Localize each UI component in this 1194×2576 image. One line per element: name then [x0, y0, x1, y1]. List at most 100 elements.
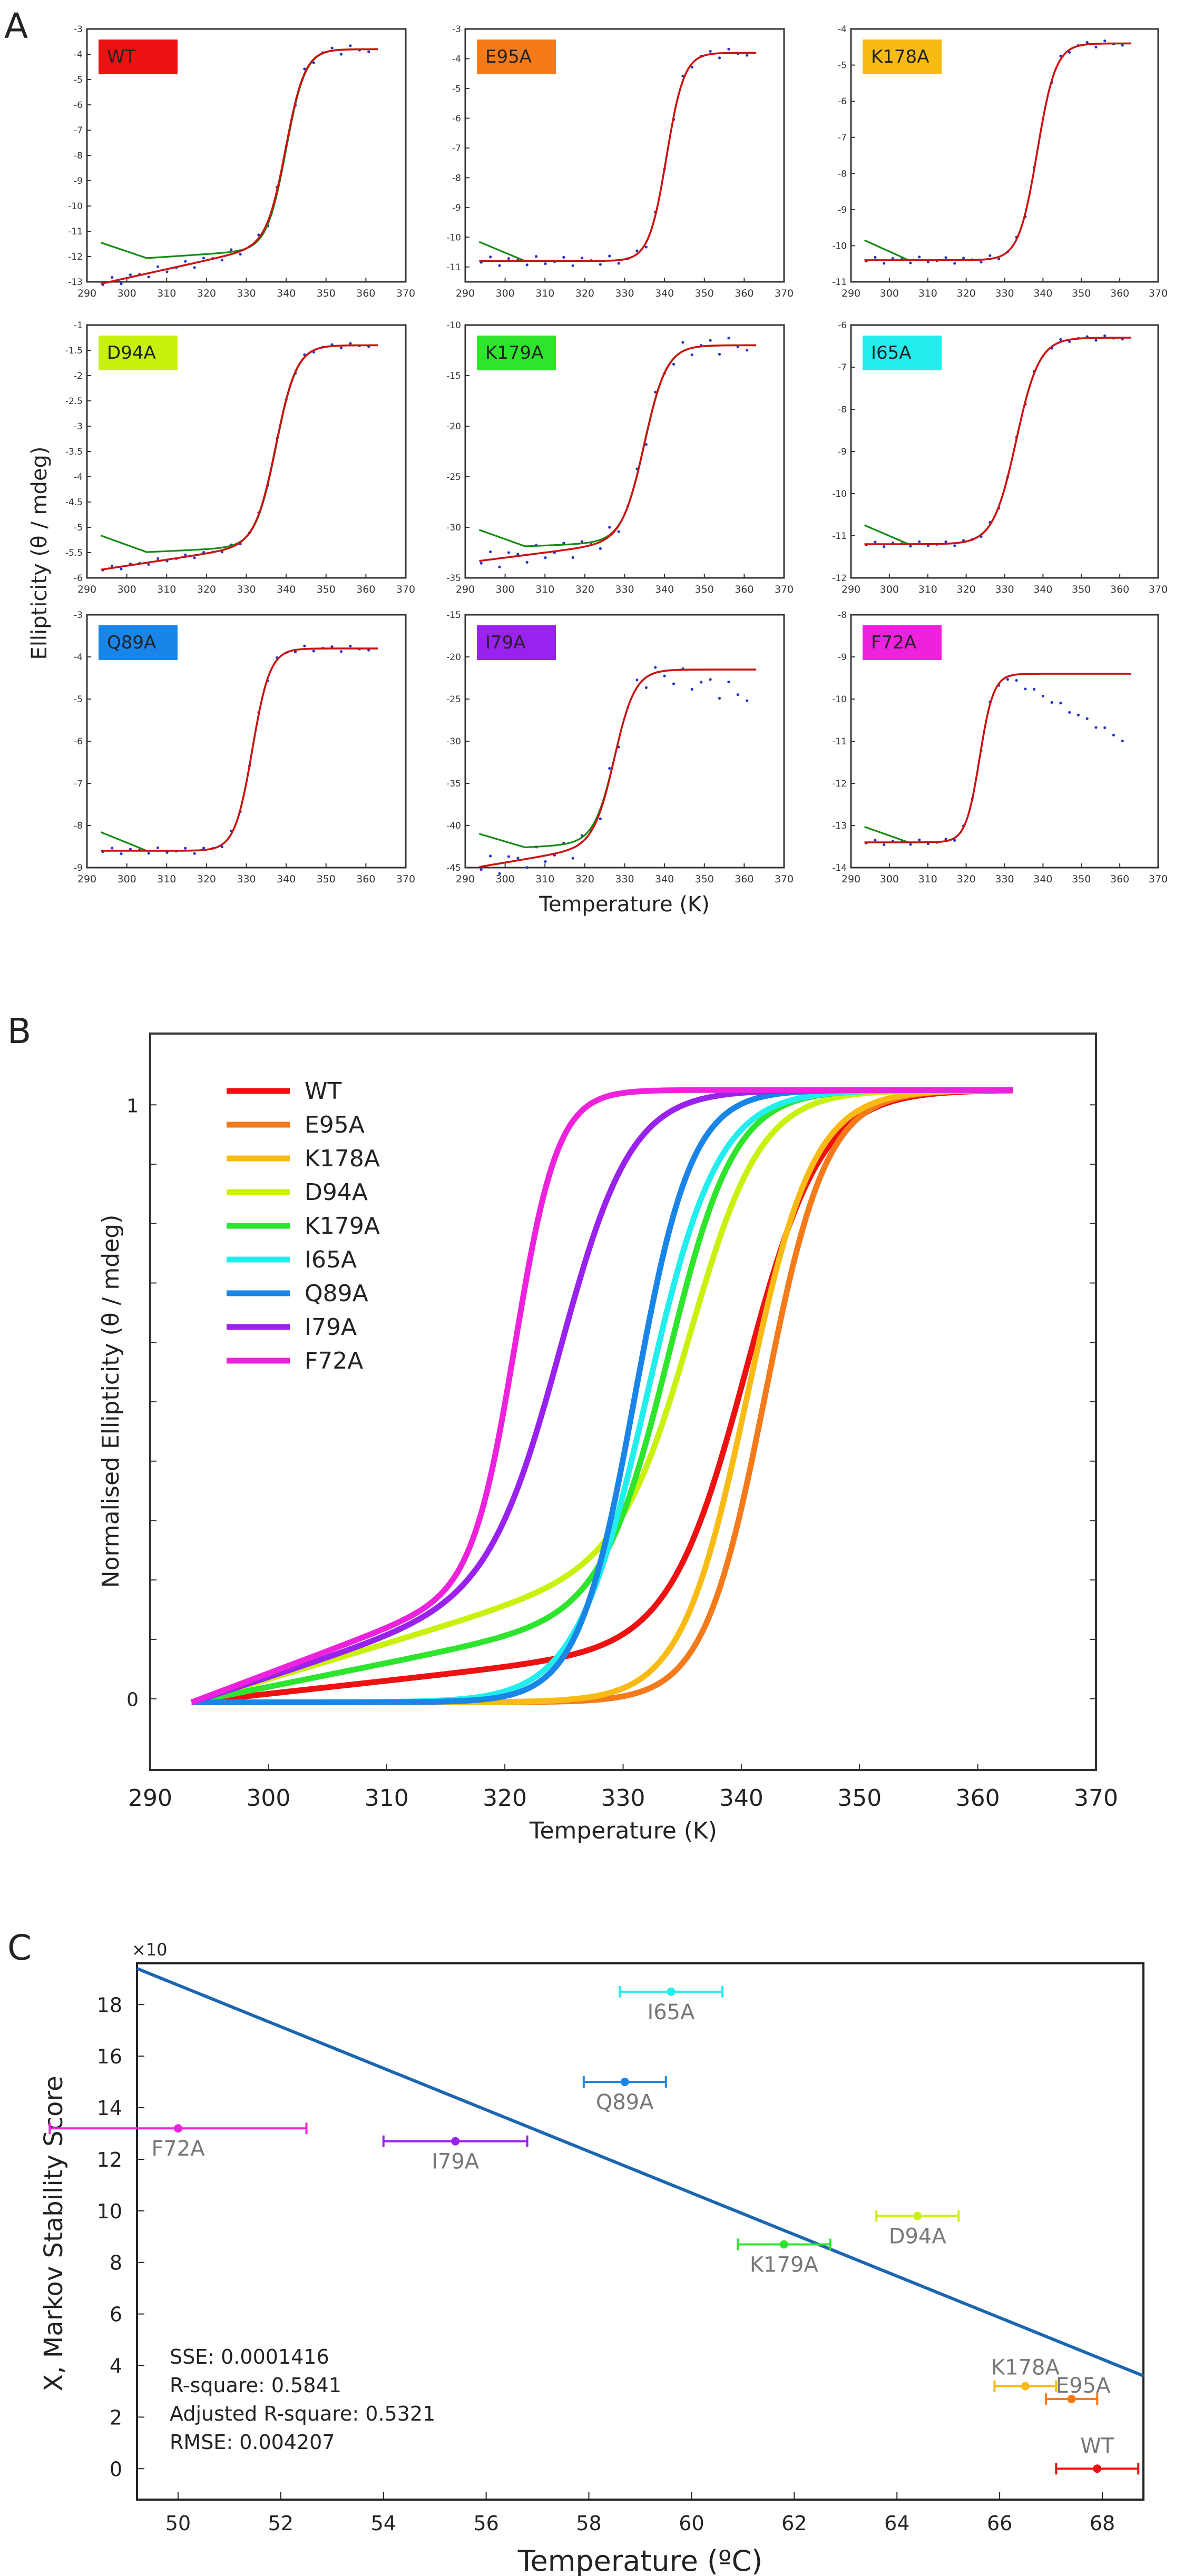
- x-tick-label: 360: [1110, 288, 1129, 299]
- x-tick-label: 290: [841, 584, 860, 595]
- x-tick-label: 340: [277, 873, 296, 885]
- y-tick-label: -2: [74, 371, 83, 381]
- x-tick-label: 350: [695, 584, 714, 595]
- x-tick-label: 290: [77, 873, 96, 885]
- variant-label-box: [863, 625, 942, 660]
- y-tick-label: -8: [74, 151, 83, 161]
- data-dot: [1059, 702, 1062, 705]
- fit-curve-red: [101, 647, 378, 852]
- x-tick-label: 360: [735, 584, 753, 595]
- data-dot: [544, 860, 547, 863]
- x-tick-label: 320: [197, 584, 216, 595]
- data-dot: [663, 674, 666, 677]
- y-tick-label: 12: [97, 2148, 122, 2171]
- data-dot: [193, 556, 196, 559]
- y-tick-label: -40: [446, 821, 461, 831]
- data-dot: [690, 353, 693, 357]
- data-dot: [498, 264, 501, 267]
- y-tick-label: -6: [838, 320, 847, 331]
- data-dot: [918, 540, 921, 543]
- y-tick-label: -45: [446, 863, 461, 873]
- variant-label: I79A: [485, 632, 526, 653]
- y-tick-label: -12: [68, 252, 83, 262]
- data-dot: [909, 261, 912, 264]
- data-dot: [1121, 739, 1124, 743]
- x-tick-label: 330: [995, 584, 1014, 595]
- data-dot: [608, 526, 611, 529]
- data-dot: [525, 263, 529, 267]
- x-tick-label: 56: [473, 2512, 498, 2535]
- x-tick-label: 360: [735, 873, 753, 885]
- panel-c-xlabel: Temperature (ºC): [517, 2544, 763, 2576]
- x-tick-label: 320: [197, 288, 216, 299]
- fit-curve-red: [101, 48, 378, 285]
- y-tick-label: -7: [452, 143, 461, 154]
- variant-label-box: [863, 336, 942, 370]
- x-tick-label: 310: [918, 584, 937, 595]
- data-dot: [1024, 687, 1027, 691]
- variant-label-box: [99, 336, 178, 370]
- fit-stat: SSE: 0.0001416: [170, 2345, 329, 2368]
- x-tick-label: 350: [695, 288, 714, 299]
- x-tick-label: 350: [317, 873, 336, 885]
- x-tick-label: 370: [1149, 873, 1168, 885]
- data-dot: [330, 645, 334, 648]
- y-tick-label: -10: [832, 241, 847, 251]
- x-tick-label: 330: [601, 1785, 645, 1812]
- y-tick-label: -9: [838, 652, 847, 663]
- data-dot: [507, 855, 511, 858]
- data-dot: [997, 258, 1001, 261]
- data-dot: [303, 644, 306, 647]
- y-tick-label: -4.5: [65, 497, 83, 508]
- y-tick-label: -3: [74, 610, 83, 621]
- panel-label-c: C: [7, 1928, 32, 1968]
- x-tick-label: 300: [117, 873, 136, 885]
- data-dot: [303, 67, 306, 71]
- data-dot: [926, 260, 930, 264]
- data-dot: [980, 260, 983, 264]
- x-tick-label: 340: [719, 1785, 764, 1812]
- x-tick-label: 320: [575, 288, 594, 299]
- y-tick-label: -6: [74, 573, 83, 584]
- x-tick-label: 310: [157, 584, 176, 595]
- x-tick-label: 370: [775, 584, 794, 595]
- y-tick-label: -15: [446, 371, 461, 381]
- point-label: WT: [1080, 2434, 1114, 2458]
- x-tick-label: 290: [456, 288, 475, 299]
- y-tick-label: -7: [838, 133, 847, 143]
- data-dot: [617, 262, 620, 265]
- data-dot: [918, 255, 921, 259]
- x-tick-label: 300: [880, 584, 899, 595]
- data-dot: [736, 346, 739, 349]
- variant-label: K179A: [485, 342, 543, 363]
- data-dot: [349, 44, 352, 47]
- subplot-q89a: 290 300 310 320 330 340 350 360 370 -3 -4 -5 -6 -7 -8 -…: [74, 610, 415, 885]
- data-dot: [349, 342, 352, 345]
- panel-a-ylabel: Ellipticity (θ / mdeg): [27, 447, 52, 660]
- x-tick-label: 290: [456, 584, 475, 595]
- x-tick-label: 310: [535, 873, 554, 885]
- subplot-i65a: 290 300 310 320 330 340 350 360 370 -6 -7 -8 -9 -10 -1…: [832, 320, 1168, 595]
- data-dot: [111, 564, 114, 567]
- subplot-f72a: 290 300 310 320 330 340 350 360 370 -8 -9 -10 -11 -12…: [832, 610, 1168, 885]
- data-dot: [1103, 726, 1107, 730]
- x-tick-label: 360: [356, 584, 375, 595]
- data-dot: [525, 866, 529, 869]
- y-tick-label: -6: [74, 736, 83, 747]
- data-dot: [220, 259, 223, 262]
- plot-frame: [149, 1033, 1097, 1771]
- data-dot: [736, 693, 739, 696]
- data-dot: [1059, 338, 1062, 341]
- data-dot: [727, 680, 730, 684]
- y-tick-label: -5: [74, 523, 83, 533]
- x-tick-label: 50: [165, 2512, 191, 2535]
- data-dot: [709, 339, 712, 342]
- data-point-i79a: [451, 2137, 460, 2146]
- data-dot: [156, 846, 160, 849]
- x-tick-label: 300: [495, 288, 514, 299]
- x-tick-label: 320: [956, 873, 975, 885]
- data-dot: [1121, 44, 1124, 47]
- point-label: I65A: [647, 2000, 695, 2024]
- x-tick-label: 300: [495, 873, 514, 885]
- y-tick-label: -4: [74, 652, 83, 663]
